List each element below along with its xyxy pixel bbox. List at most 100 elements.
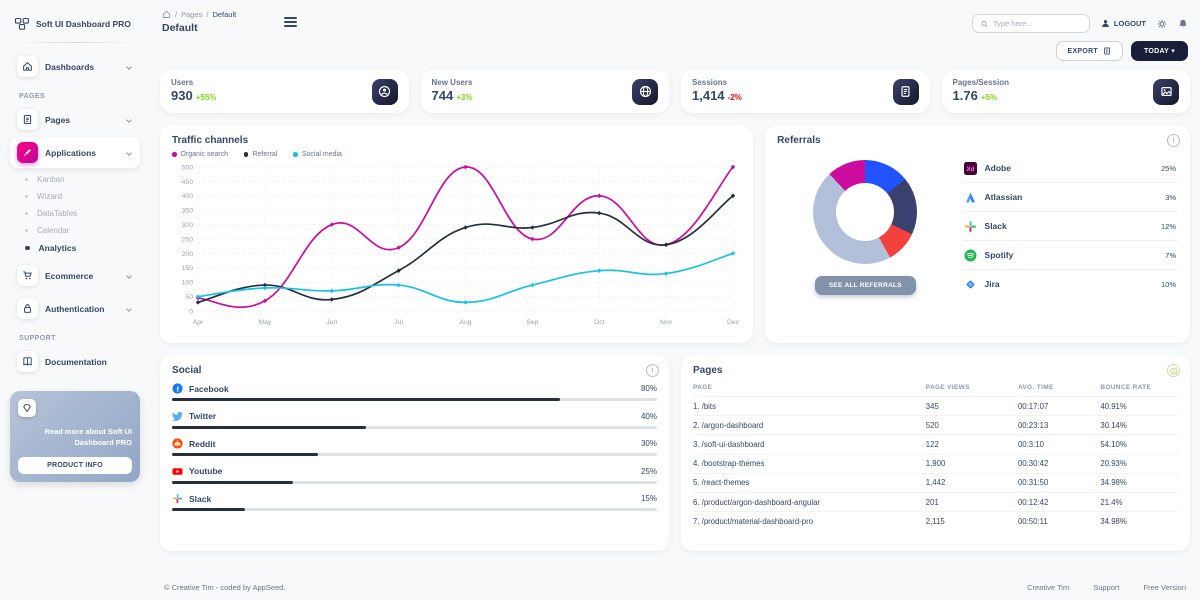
adobe-xd-icon: Xd <box>963 161 977 175</box>
table-row: 5. /react-themes 1,442 00:31:50 34.98% <box>693 473 1178 493</box>
sidebar-subitem-calendar[interactable]: Calendar <box>10 222 140 239</box>
export-button[interactable]: EXPORT <box>1055 41 1123 61</box>
stat-delta: +5% <box>980 93 998 102</box>
social-list: f Facebook 80% Twitter 40% <box>172 383 657 511</box>
settings-gear-icon[interactable] <box>1157 19 1167 29</box>
brand[interactable]: Soft UI Dashboard PRO <box>10 12 140 40</box>
sidebar-subitem-datatables[interactable]: DataTables <box>10 205 140 222</box>
table-row: 2. /argon-dashboard 520 00:23:13 30.14% <box>693 415 1178 436</box>
chevron-down-icon <box>126 149 132 156</box>
social-row-reddit: Reddit 30% <box>172 438 657 456</box>
svg-text:500: 500 <box>182 164 194 171</box>
column-header: PAGE <box>693 381 926 397</box>
sidebar-subitem-wizard[interactable]: Wizard <box>10 188 140 205</box>
referral-row-spotify: Spotify 7% <box>961 241 1178 270</box>
referrals-donut-chart <box>813 160 918 264</box>
see-all-referrals-button[interactable]: SEE ALL REFERRALS <box>814 276 916 295</box>
bullet-icon <box>25 229 28 232</box>
svg-text:100: 100 <box>182 280 194 287</box>
social-row-facebook: f Facebook 80% <box>172 383 657 401</box>
search-input[interactable] <box>992 19 1081 28</box>
info-icon[interactable]: i <box>1167 134 1180 147</box>
sidebar-item-authentication[interactable]: Authentication <box>10 293 140 324</box>
table-row: 3. /soft-ui-dashboard 122 00:3:10 54.10% <box>693 434 1178 455</box>
product-info-button[interactable]: PRODUCT INFO <box>18 456 132 474</box>
slack-icon <box>172 493 183 504</box>
footer-link-support[interactable]: Support <box>1093 583 1120 592</box>
sidebar-subitem-analytics[interactable]: Analytics <box>10 239 140 257</box>
stat-label: Users <box>171 78 194 87</box>
export-file-icon <box>1104 47 1110 55</box>
today-dropdown-button[interactable]: TODAY ▾ <box>1130 41 1188 61</box>
book-icon <box>17 351 38 372</box>
logout-button[interactable]: LOGOUT <box>1101 19 1146 28</box>
footer-link-free-version[interactable]: Free Version <box>1143 583 1186 592</box>
traffic-channels-card: Traffic channels Organic search Referral… <box>160 125 754 343</box>
info-icon[interactable]: i <box>646 364 659 377</box>
atlassian-icon <box>965 191 975 202</box>
social-card: Social i f Facebook 80% Twi <box>160 355 669 551</box>
svg-text:Jul: Jul <box>394 319 403 326</box>
facebook-icon: f <box>172 383 183 394</box>
bullet-icon <box>25 195 28 198</box>
sidebar-item-documentation[interactable]: Documentation <box>10 346 140 377</box>
bullet-icon <box>25 178 28 181</box>
globe-icon <box>632 78 658 105</box>
stat-value: 1.76 <box>952 88 978 103</box>
copyright: © Creative Tim - coded by AppSeed. <box>164 583 286 592</box>
svg-text:150: 150 <box>182 265 194 272</box>
svg-text:May: May <box>258 319 271 326</box>
clock-icon[interactable] <box>1167 364 1180 377</box>
sidebar-item-label: Pages <box>45 114 71 125</box>
breadcrumb-block: / Pages / Default Default <box>162 10 236 34</box>
spotify-icon <box>964 249 977 261</box>
svg-text:Jun: Jun <box>326 319 337 326</box>
legend-dot-referral <box>243 152 249 157</box>
stat-delta: -2% <box>727 93 742 102</box>
footer-link-creative-tim[interactable]: Creative Tim <box>1027 583 1070 592</box>
svg-text:Apr: Apr <box>193 319 204 326</box>
brand-logo-icon <box>14 17 29 30</box>
stat-value: 744 <box>431 88 454 103</box>
svg-text:50: 50 <box>185 294 193 301</box>
home-icon[interactable] <box>162 10 171 19</box>
sidebar-section-support: SUPPORT <box>19 335 56 342</box>
table-row: 7. /product/material-dashboard-pro 2,115 0… <box>693 516 1127 526</box>
sidebar-item-dashboards[interactable]: Dashboards <box>10 51 140 82</box>
svg-text:400: 400 <box>182 193 194 200</box>
user-icon <box>1102 20 1109 27</box>
footer: © Creative Tim - coded by AppSeed. Creat… <box>160 574 1190 600</box>
svg-text:350: 350 <box>182 208 194 215</box>
actions-toolbar: EXPORT TODAY ▾ <box>162 41 1188 61</box>
card-title: Social <box>172 365 202 376</box>
column-header: AVG. TIME <box>1017 381 1101 397</box>
traffic-line-chart: 0 50 100 150 200 250 300 350 400 450 500 Apr May Jun J… <box>172 159 741 327</box>
svg-text:Sep: Sep <box>526 319 538 326</box>
svg-text:Aug: Aug <box>459 319 471 326</box>
progress-bar <box>172 508 657 511</box>
chevron-down-icon <box>126 116 132 123</box>
referrals-card: Referrals i SEE ALL REFERRALS Xd Adobe 2… <box>765 125 1190 343</box>
breadcrumb-pages[interactable]: Pages <box>181 10 203 19</box>
diamond-icon <box>18 399 36 417</box>
chevron-down-icon <box>126 63 132 70</box>
sidenav-toggle-icon[interactable] <box>282 15 299 29</box>
sidebar-item-ecommerce[interactable]: Ecommerce <box>10 260 140 291</box>
referrals-list: Xd Adobe 25% Atlassian 3% Slack 12 <box>961 154 1178 298</box>
home-icon <box>17 56 38 77</box>
sidebar-item-applications[interactable]: Applications <box>10 137 140 168</box>
chevron-down-icon <box>126 272 132 279</box>
main-content: / Pages / Default Default LOGOUT <box>150 0 1200 600</box>
stat-card-sessions: Sessions 1,414 -2% <box>681 70 930 113</box>
sidebar-item-label: Documentation <box>45 356 107 367</box>
card-title: Referrals <box>777 135 821 146</box>
notifications-bell-icon[interactable] <box>1178 19 1188 29</box>
bullet-icon <box>25 245 30 251</box>
breadcrumb-current: Default <box>212 10 237 19</box>
sidebar: Soft UI Dashboard PRO Dashboards PAGES P… <box>0 0 150 600</box>
sidebar-subitem-kanban[interactable]: Kanban <box>10 171 140 188</box>
jira-icon <box>966 280 975 288</box>
document-icon <box>17 109 38 130</box>
sidebar-item-pages[interactable]: Pages <box>10 104 140 135</box>
svg-text:Nov: Nov <box>660 319 673 326</box>
